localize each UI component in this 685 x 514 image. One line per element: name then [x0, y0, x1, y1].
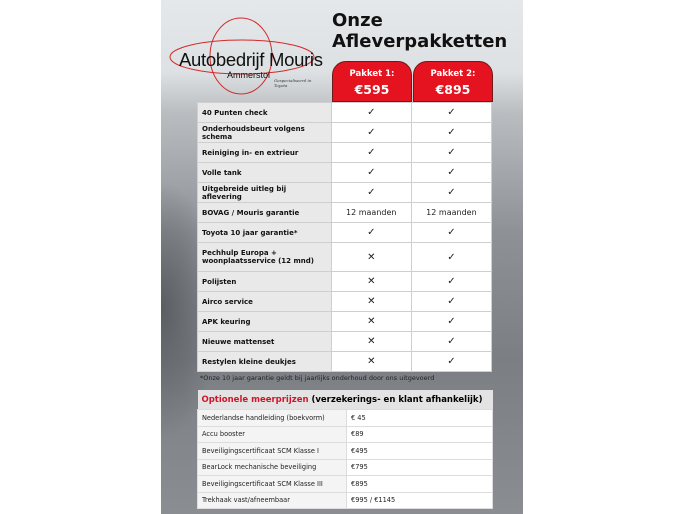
logo: Autobedrijf Mouris Ammerstol Gespecialis…	[167, 12, 323, 96]
optional-label: Nederlandse handleiding (boekvorm)	[197, 409, 347, 427]
package-2-value: ✓	[410, 331, 493, 352]
package-1-value: ✓	[330, 102, 412, 123]
logo-tagline: Gespecialiseerd in Toyota	[274, 78, 312, 88]
package-2-value: ✓	[410, 162, 493, 183]
table-row: Restylen kleine deukjes ✕ ✓	[197, 351, 493, 372]
feature-label: BOVAG / Mouris garantie	[197, 202, 332, 223]
package-1-value: ✕	[330, 242, 412, 272]
package-1-header: Pakket 1: €595	[332, 61, 412, 102]
logo-ellipses-icon	[169, 17, 315, 95]
package-1-value: ✕	[330, 311, 412, 332]
optional-row: Nederlandse handleiding (boekvorm) € 45	[197, 409, 493, 427]
package-1-value: ✓	[330, 162, 412, 183]
feature-label: Pechhulp Europa + woonplaatsservice (12 …	[197, 242, 332, 272]
optional-label: BearLock mechanische beveiliging	[197, 458, 347, 476]
package-2-value: ✓	[410, 271, 493, 292]
package-1-value: ✓	[330, 182, 412, 203]
table-row: Airco service ✕ ✓	[197, 291, 493, 312]
package-price: €595	[354, 82, 390, 97]
optional-row: Beveiligingscertificaat SCM Klasse III €8…	[197, 475, 493, 493]
optional-price: € 45	[346, 409, 493, 427]
package-1-value: ✕	[330, 331, 412, 352]
package-2-value: ✓	[410, 142, 493, 163]
table-row: Nieuwe mattenset ✕ ✓	[197, 331, 493, 352]
feature-label: 40 Punten check	[197, 102, 332, 123]
package-2-value: ✓	[410, 222, 493, 243]
package-1-value: ✓	[330, 122, 412, 143]
optional-label: Beveiligingscertificaat SCM Klasse I	[197, 442, 347, 460]
footnote: *Onze 10 jaar garantie geldt bij jaarlij…	[200, 374, 435, 382]
optional-title-red: Optionele meerprijzen	[201, 394, 309, 405]
optional-price: €995 / €1145	[346, 491, 493, 509]
optional-table: Optionele meerprijzen (verzekerings- en …	[197, 390, 493, 509]
package-1-value: 12 maanden	[330, 202, 412, 223]
feature-label: Polijsten	[197, 271, 332, 292]
table-row: Polijsten ✕ ✓	[197, 271, 493, 292]
package-2-value: ✓	[410, 182, 493, 203]
title-line: Onze	[332, 10, 383, 31]
feature-label: Nieuwe mattenset	[197, 331, 332, 352]
table-row: 40 Punten check ✓ ✓	[197, 102, 493, 123]
optional-price: €795	[346, 458, 493, 476]
feature-label: Reiniging in- en extrieur	[197, 142, 332, 163]
package-label: Pakket 2:	[430, 69, 476, 79]
package-2-value: ✓	[410, 122, 493, 143]
table-row: Onderhoudsbeurt volgens schema ✓ ✓	[197, 122, 493, 143]
package-2-value: 12 maanden	[410, 202, 493, 223]
optional-title: Optionele meerprijzen (verzekerings- en …	[197, 390, 493, 410]
table-row: BOVAG / Mouris garantie 12 maanden 12 maan…	[197, 202, 493, 223]
optional-label: Trekhaak vast/afneembaar	[197, 491, 347, 509]
optional-price: €89	[346, 425, 493, 443]
package-2-header: Pakket 2: €895	[413, 61, 493, 102]
title-line: Afleverpakketten	[332, 31, 508, 52]
table-row: Reiniging in- en extrieur ✓ ✓	[197, 142, 493, 163]
table-row: Toyota 10 jaar garantie* ✓ ✓	[197, 222, 493, 243]
logo-location: Ammerstol	[227, 70, 271, 80]
package-2-value: ✓	[410, 291, 493, 312]
page-title: Onze Afleverpakketten	[332, 10, 507, 52]
feature-label: Uitgebreide uitleg bij aflevering	[197, 182, 332, 203]
package-2-value: ✓	[410, 242, 493, 272]
optional-row: Accu booster €89	[197, 425, 493, 443]
feature-label: Volle tank	[197, 162, 332, 183]
package-1-value: ✓	[330, 222, 412, 243]
optional-row: Beveiligingscertificaat SCM Klasse I €495	[197, 442, 493, 460]
optional-price: €495	[346, 442, 493, 460]
feature-label: Airco service	[197, 291, 332, 312]
package-label: Pakket 1:	[349, 69, 395, 79]
package-1-value: ✕	[330, 351, 412, 372]
package-table: 40 Punten check ✓ ✓ Onderhoudsbeurt volgens…	[197, 102, 493, 372]
feature-label: APK keuring	[197, 311, 332, 332]
table-row: Uitgebreide uitleg bij aflevering ✓ ✓	[197, 182, 493, 203]
package-price: €895	[435, 82, 471, 97]
optional-title-rest: (verzekerings- en klant afhankelijk)	[308, 394, 483, 405]
package-1-value: ✕	[330, 291, 412, 312]
optional-row: Trekhaak vast/afneembaar €995 / €1145	[197, 491, 493, 509]
optional-label: Accu booster	[197, 425, 347, 443]
package-1-value: ✕	[330, 271, 412, 292]
feature-label: Toyota 10 jaar garantie*	[197, 222, 332, 243]
logo-name: Autobedrijf Mouris	[179, 49, 323, 70]
feature-label: Onderhoudsbeurt volgens schema	[197, 122, 332, 143]
table-row: Pechhulp Europa + woonplaatsservice (12 …	[197, 242, 493, 272]
package-1-value: ✓	[330, 142, 412, 163]
feature-label: Restylen kleine deukjes	[197, 351, 332, 372]
package-2-value: ✓	[410, 311, 493, 332]
table-row: APK keuring ✕ ✓	[197, 311, 493, 332]
optional-row: BearLock mechanische beveiliging €795	[197, 458, 493, 476]
poster: Autobedrijf Mouris Ammerstol Gespecialis…	[161, 0, 523, 514]
package-2-value: ✓	[410, 102, 493, 123]
package-2-value: ✓	[410, 351, 493, 372]
optional-label: Beveiligingscertificaat SCM Klasse III	[197, 475, 347, 493]
optional-price: €895	[346, 475, 493, 493]
table-row: Volle tank ✓ ✓	[197, 162, 493, 183]
